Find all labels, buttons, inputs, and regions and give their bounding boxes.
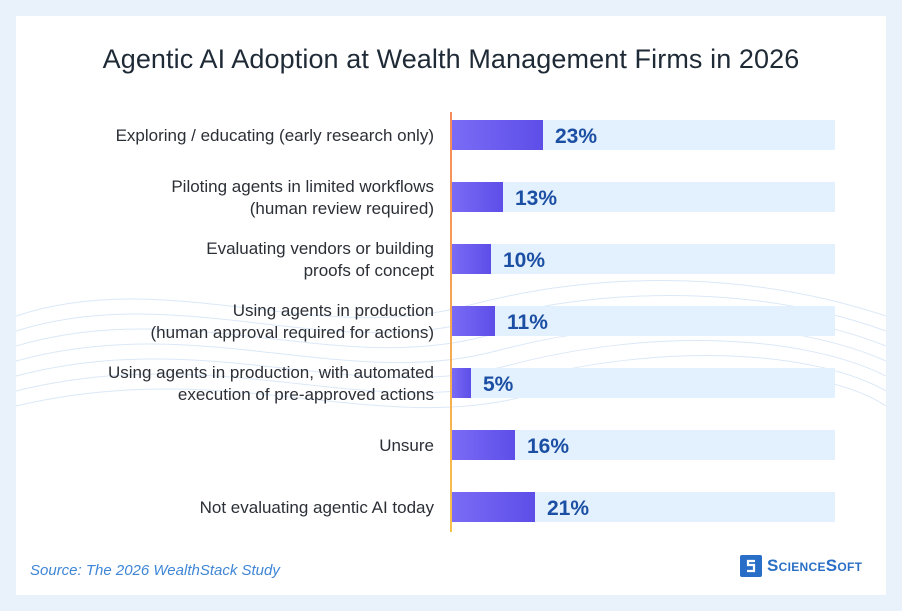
value-label: 5% [483, 373, 514, 396]
bar [451, 120, 543, 150]
category-label: Exploring / educating (early research on… [116, 126, 434, 145]
bar [451, 244, 491, 274]
bar [451, 430, 515, 460]
bar [451, 368, 471, 398]
bar [451, 306, 495, 336]
value-label: 23% [555, 125, 597, 148]
brand-logo: ScienceSoft [740, 555, 862, 577]
bar-track [451, 182, 835, 212]
sciencesoft-logo-icon [740, 555, 762, 577]
value-label: 21% [547, 497, 589, 520]
bar-track [451, 306, 835, 336]
category-label: Not evaluating agentic AI today [200, 498, 435, 517]
bar-track [451, 368, 835, 398]
category-label: Unsure [379, 436, 434, 455]
bar [451, 492, 535, 522]
category-label: Evaluating vendors or building proofs of … [206, 239, 434, 280]
axis-line [450, 112, 452, 532]
bar [451, 182, 503, 212]
value-label: 16% [527, 435, 569, 458]
bar-chart: Exploring / educating (early research on… [108, 112, 835, 532]
category-label: Using agents in production (human approva… [151, 301, 434, 342]
category-label: Piloting agents in limited workflows (hum… [171, 177, 434, 218]
value-label: 11% [507, 311, 548, 334]
bar-track [451, 244, 835, 274]
value-label: 10% [503, 249, 545, 272]
source-note: Source: The 2026 WealthStack Study [30, 562, 280, 579]
brand-name: ScienceSoft [767, 556, 863, 575]
value-label: 13% [515, 187, 557, 210]
chart-title: Agentic AI Adoption at Wealth Management… [102, 44, 800, 74]
chart-card: Agentic AI Adoption at Wealth Management… [16, 16, 886, 595]
category-label: Using agents in production, with automat… [108, 363, 434, 404]
